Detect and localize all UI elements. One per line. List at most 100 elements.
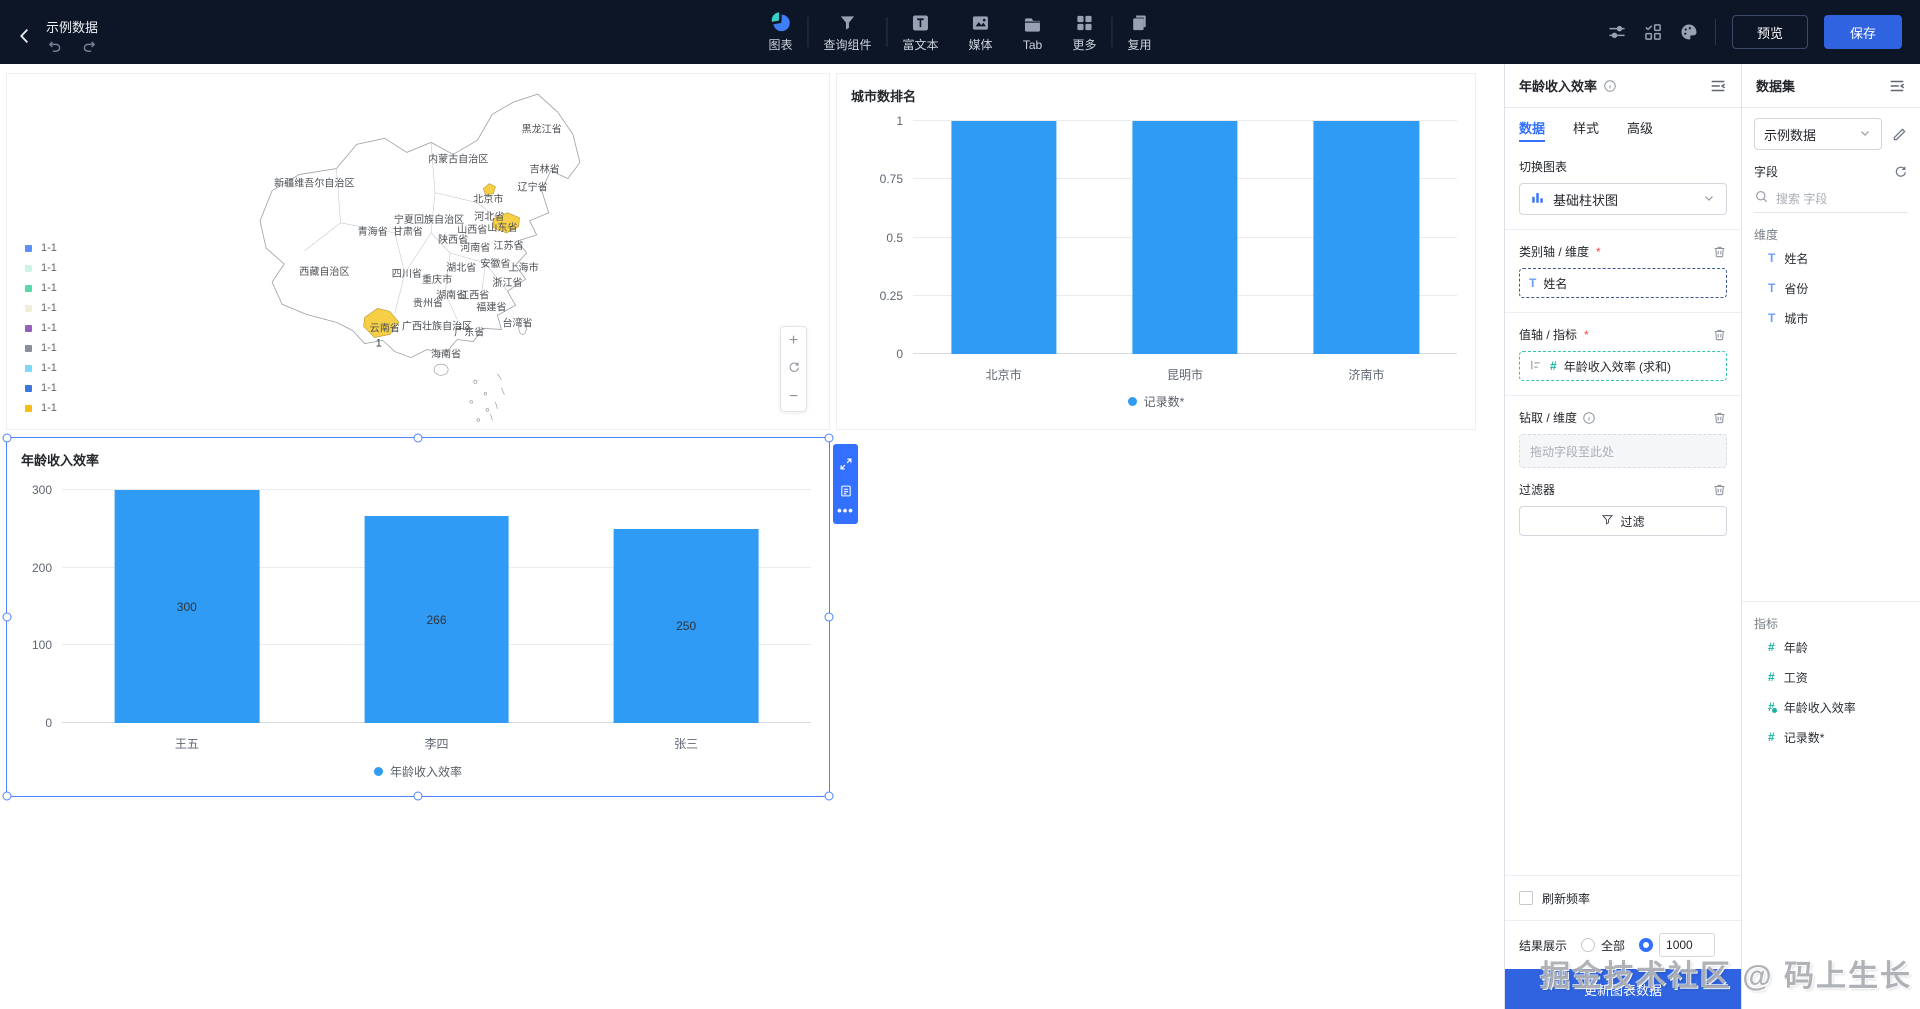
dimension-field-姓名[interactable]: T 姓名: [1754, 243, 1908, 273]
legend-label: 1-1: [41, 362, 57, 374]
toolbar-item-label: 查询组件: [823, 38, 872, 52]
map-legend-item[interactable]: 1-1: [25, 242, 57, 254]
map-zoom-in-icon[interactable]: +: [788, 331, 799, 349]
trash-icon[interactable]: [1712, 327, 1727, 342]
trash-icon[interactable]: [1712, 244, 1727, 259]
info-icon[interactable]: [1582, 411, 1596, 425]
calc-field-icon: #: [1768, 700, 1778, 714]
detail-note-icon[interactable]: [839, 484, 853, 498]
theme-palette-icon[interactable]: [1679, 22, 1699, 42]
province-label: 江西省: [459, 288, 489, 301]
resize-handle-top-left[interactable]: [2, 433, 12, 443]
chart-type-select[interactable]: 基础柱状图: [1519, 183, 1727, 215]
value-axis-row: 值轴 / 指标 *: [1519, 326, 1727, 343]
save-button[interactable]: 保存: [1823, 15, 1902, 49]
radio-unselected[interactable]: [1581, 938, 1596, 952]
province-borders: [304, 142, 508, 320]
field-search[interactable]: [1754, 185, 1908, 213]
refresh-fields-icon[interactable]: [1893, 164, 1908, 179]
collapse-panel-icon[interactable]: [1709, 77, 1727, 95]
canvas-settings-icon[interactable]: [1607, 22, 1627, 42]
chart-card-china-map[interactable]: 1-1 1-1 1-1 1-1 1-1 1-1 1-1 1-1 1-1: [6, 73, 830, 430]
resize-handle-top-right[interactable]: [824, 433, 834, 443]
bar-济南市[interactable]: [1313, 121, 1419, 354]
x-axis-labels: 北京市 昆明市 济南市: [913, 366, 1457, 382]
map-legend-item[interactable]: 1-1: [25, 322, 57, 334]
chart-card-city-rank[interactable]: 城市数排名 1 0.75 0.5 0.25 0 北京市 昆明市 济南市 记录数*: [836, 73, 1476, 430]
legend-marker: [25, 284, 32, 292]
metric-list: # 年龄 # 工资 # 年龄收入效率 # 记录数*: [1754, 632, 1908, 752]
toolbar-item-label: 媒体: [968, 38, 993, 52]
enlarge-icon[interactable]: [839, 457, 853, 471]
resize-handle-bottom-center[interactable]: [413, 791, 423, 801]
metric-field-年龄[interactable]: # 年龄: [1754, 632, 1908, 662]
refresh-frequency-checkbox[interactable]: [1519, 891, 1533, 905]
resize-handle-mid-left[interactable]: [2, 612, 12, 622]
metric-field-记录数*[interactable]: # 记录数*: [1754, 722, 1908, 752]
resize-handle-bottom-right[interactable]: [824, 791, 834, 801]
map-legend-item[interactable]: 1-1: [25, 282, 57, 294]
dimension-field-城市[interactable]: T 城市: [1754, 303, 1908, 333]
toolbar-item-tab[interactable]: Tab: [1008, 0, 1058, 64]
chart-card-age-income-selected[interactable]: 年龄收入效率 300 200 100 0 300 266 250 王五 李四 张三 年龄收入效率: [2, 433, 834, 801]
map-legend-item[interactable]: 1-1: [25, 302, 57, 314]
info-icon[interactable]: [1603, 79, 1617, 93]
map-legend-item[interactable]: 1-1: [25, 362, 57, 374]
toolbar-item-media[interactable]: 媒体: [954, 0, 1008, 64]
value-field-chip[interactable]: # 年龄收入效率 (求和): [1519, 351, 1727, 381]
metric-field-工资[interactable]: # 工资: [1754, 662, 1908, 692]
trash-icon[interactable]: [1712, 410, 1727, 425]
bar-王五[interactable]: 300: [114, 490, 260, 723]
y-axis-tick: 0: [896, 347, 903, 361]
bar-昆明市[interactable]: [1132, 121, 1238, 354]
tab-advanced[interactable]: 高级: [1627, 120, 1654, 136]
map-zoom-reset-icon[interactable]: [787, 360, 801, 378]
radio-selected[interactable]: [1639, 938, 1654, 952]
bar-张三[interactable]: 250: [613, 528, 759, 723]
map-legend-item[interactable]: 1-1: [25, 382, 57, 394]
back-button[interactable]: [14, 25, 36, 47]
toolbar-item-more[interactable]: 更多: [1058, 0, 1112, 64]
toolbar-item-funnel[interactable]: 查询组件: [808, 0, 886, 64]
category-field-chip[interactable]: T 姓名: [1519, 268, 1727, 298]
result-limit-input[interactable]: [1659, 933, 1716, 957]
result-all-option[interactable]: 全部: [1581, 937, 1625, 954]
edit-dataset-icon[interactable]: [1891, 126, 1908, 143]
dashboard-canvas[interactable]: 1-1 1-1 1-1 1-1 1-1 1-1 1-1 1-1 1-1: [0, 64, 1504, 1009]
toolbar-item-chart-pie[interactable]: 图表: [753, 0, 807, 64]
drill-drop-zone[interactable]: 拖动字段至此处: [1519, 434, 1727, 468]
toolbar-item-label: 更多: [1072, 38, 1097, 52]
dimension-field-省份[interactable]: T 省份: [1754, 273, 1908, 303]
toolbar-item-richtext[interactable]: 富文本: [887, 0, 953, 64]
dataset-select[interactable]: 示例数据: [1754, 118, 1882, 150]
map-legend-item[interactable]: 1-1: [25, 342, 57, 354]
update-chart-data-button[interactable]: 更新图表数据: [1505, 969, 1741, 1009]
batch-select-icon[interactable]: [1643, 22, 1663, 42]
chart-legend[interactable]: 年龄收入效率: [7, 763, 829, 780]
funnel-icon: [837, 11, 857, 33]
tab-style[interactable]: 样式: [1573, 120, 1600, 136]
chart-legend[interactable]: 记录数*: [837, 393, 1475, 410]
bar-北京市[interactable]: [951, 121, 1057, 354]
field-search-input[interactable]: [1776, 191, 1908, 206]
resize-handle-mid-right[interactable]: [824, 612, 834, 622]
tab-data[interactable]: 数据: [1519, 108, 1546, 146]
collapse-panel-icon[interactable]: [1888, 77, 1906, 95]
resize-handle-top-center[interactable]: [413, 433, 423, 443]
selected-chart-toolbar: •••: [833, 444, 858, 524]
map-legend-item[interactable]: 1-1: [25, 262, 57, 274]
bar-李四[interactable]: 266: [364, 516, 509, 723]
redo-icon[interactable]: [81, 38, 98, 55]
tab-icon: [1023, 13, 1043, 35]
metric-field-年龄收入效率[interactable]: # 年龄收入效率: [1754, 692, 1908, 722]
trash-icon[interactable]: [1712, 482, 1727, 497]
resize-handle-bottom-left[interactable]: [2, 791, 12, 801]
map-legend-item[interactable]: 1-1: [25, 402, 57, 414]
toolbar-item-reuse[interactable]: 复用: [1113, 0, 1167, 64]
filter-button[interactable]: 过滤: [1519, 506, 1727, 536]
map-zoom-out-icon[interactable]: −: [788, 388, 799, 406]
undo-icon[interactable]: [46, 38, 63, 55]
result-limit-option[interactable]: [1639, 933, 1716, 957]
preview-button[interactable]: 预览: [1731, 15, 1808, 49]
